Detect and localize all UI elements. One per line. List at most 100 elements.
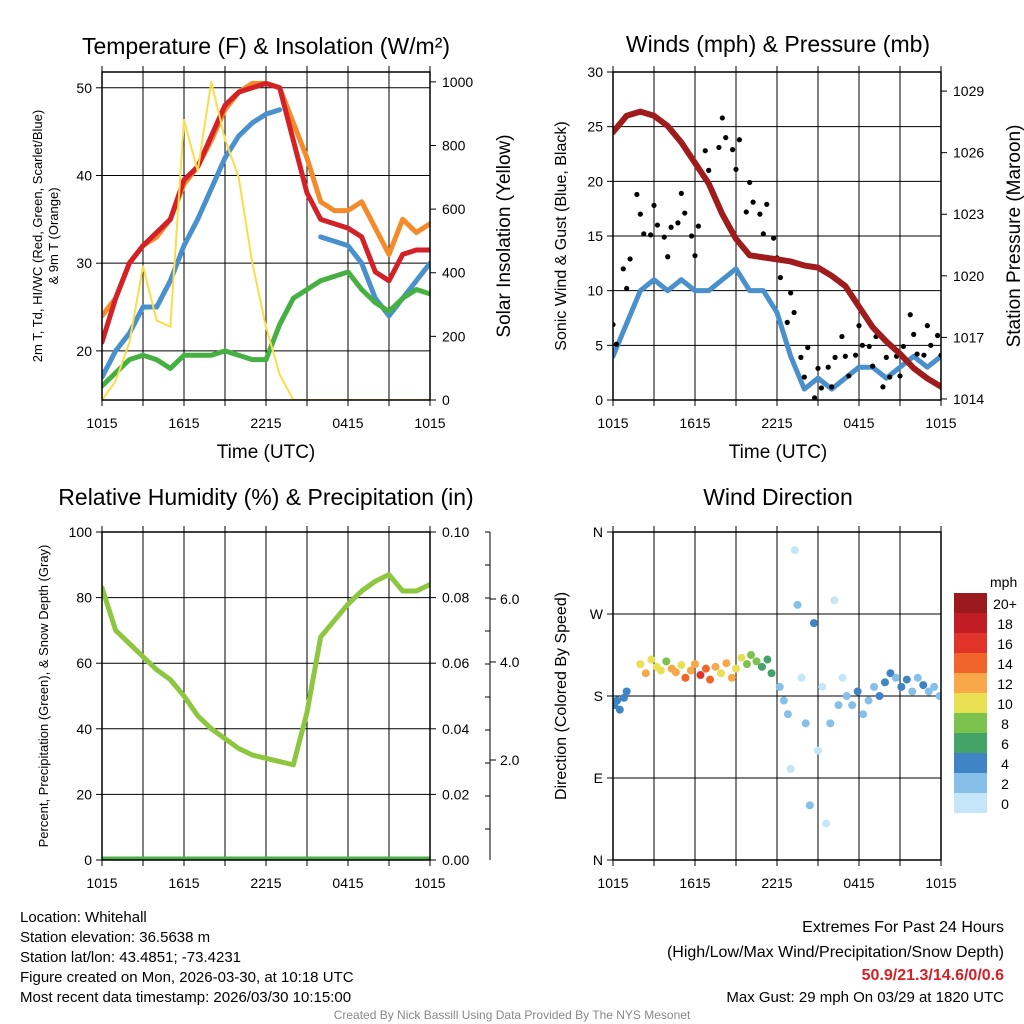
wind-ylabel-right: Station Pressure (Maroon) xyxy=(1004,125,1024,348)
gust-point xyxy=(637,211,643,217)
y-tick-label: 40 xyxy=(76,721,92,737)
direction-point xyxy=(641,669,650,678)
x-tick-label: 2215 xyxy=(250,415,281,431)
direction-point xyxy=(706,675,715,684)
gust-point xyxy=(624,285,630,292)
direction-point xyxy=(897,682,906,691)
wind-plot-frame xyxy=(612,71,942,401)
y-tick-label: 30 xyxy=(76,255,92,271)
direction-point xyxy=(793,600,802,609)
legend-label: 10 xyxy=(997,696,1013,712)
direction-point xyxy=(826,719,835,728)
x-tick-label: 1015 xyxy=(597,415,628,431)
footer-location: Location: Whitehall xyxy=(20,909,147,926)
gust-point xyxy=(788,290,794,296)
direction-point xyxy=(930,682,939,691)
direction-point xyxy=(696,671,705,680)
legend-label: 12 xyxy=(997,676,1013,692)
gust-point xyxy=(620,266,626,272)
gust-point xyxy=(719,115,725,121)
legend-swatch xyxy=(954,673,987,693)
gust-point xyxy=(607,351,612,356)
direction-point xyxy=(919,681,928,690)
y-right-tick-label: 200 xyxy=(442,328,466,344)
gust-point xyxy=(613,341,620,347)
dir-series xyxy=(613,546,941,828)
direction-point xyxy=(891,673,900,682)
direction-point xyxy=(908,687,917,696)
gust-point xyxy=(870,363,876,369)
temp-ylabel-right: Solar Insolation (Yellow) xyxy=(494,134,515,337)
gust-point xyxy=(757,211,763,217)
legend-label: 8 xyxy=(1001,716,1009,732)
td-line xyxy=(102,269,430,389)
gust-point xyxy=(641,231,647,237)
station-pressure-line xyxy=(613,108,941,390)
y-tick-label: 30 xyxy=(587,64,603,80)
gust-point xyxy=(651,202,657,208)
snow-depth-tick-label: 2.0 xyxy=(500,752,520,768)
y-right-tick-label: 400 xyxy=(442,265,466,281)
direction-point xyxy=(880,678,889,687)
y-right-tick-label: 1026 xyxy=(953,145,984,161)
direction-point xyxy=(711,662,720,671)
rh-plot-frame xyxy=(101,531,431,861)
gust-point xyxy=(692,253,698,259)
legend-swatch xyxy=(954,613,987,633)
rh-series xyxy=(102,572,430,860)
y-tick-label: 5 xyxy=(595,337,603,353)
gust-point xyxy=(880,384,886,390)
gust-point xyxy=(839,333,845,340)
direction-point xyxy=(613,696,622,705)
direction-point xyxy=(722,659,731,668)
direction-point xyxy=(859,710,868,719)
snow-depth-tick-label: 4.0 xyxy=(500,654,520,670)
y-tick-label: 20 xyxy=(76,343,92,359)
gust-point xyxy=(907,312,913,318)
x-tick-label: 1015 xyxy=(86,875,117,891)
y-right-tick-label: 0.00 xyxy=(442,852,469,868)
gust-point xyxy=(846,373,852,379)
rh-title: Relative Humidity (%) & Precipitation (i… xyxy=(58,484,473,510)
gust-point xyxy=(883,354,889,360)
legend-swatch xyxy=(954,653,987,673)
legend-label: 2 xyxy=(1001,776,1009,792)
legend-label: 14 xyxy=(997,656,1013,672)
gust-point xyxy=(815,365,821,371)
gust-point xyxy=(647,232,654,238)
extremes-title: Extremes For Past 24 Hours xyxy=(802,919,1004,936)
gust-point xyxy=(665,254,671,260)
direction-point xyxy=(790,546,799,555)
direction-point xyxy=(662,657,671,666)
gust-point xyxy=(634,191,640,198)
footer-latlon: Station lat/lon: 43.4851; -73.4231 xyxy=(20,949,241,966)
extremes-values: 50.9/21.3/14.6/0/0.6 xyxy=(862,967,1004,984)
legend-label: 18 xyxy=(997,616,1013,632)
direction-point xyxy=(671,668,680,677)
gust-point xyxy=(747,179,753,186)
direction-point xyxy=(727,673,736,682)
gust-point xyxy=(842,353,848,359)
direction-point xyxy=(686,666,695,675)
legend-label: 0 xyxy=(1001,796,1009,812)
y-right-tick-label: 1023 xyxy=(953,206,984,222)
gust-point xyxy=(770,235,777,241)
direction-point xyxy=(747,651,756,659)
y-tick-label: 40 xyxy=(76,167,92,183)
legend-swatch xyxy=(954,693,987,713)
gust-point xyxy=(798,354,804,360)
rh-ylabel: Percent, Precipitation (Green), & Snow D… xyxy=(36,545,51,848)
gust-point xyxy=(811,395,818,400)
wind-panel: 1015 1615 2215 0415 101505101520253010141017… xyxy=(587,64,984,431)
gust-point xyxy=(791,309,797,316)
wind-series xyxy=(607,108,941,400)
x-tick-label: 1615 xyxy=(679,875,710,891)
gust-point xyxy=(764,201,770,207)
direction-point xyxy=(615,705,624,714)
x-tick-label: 2215 xyxy=(761,875,792,891)
gust-point xyxy=(750,199,756,205)
direction-point xyxy=(814,746,822,755)
y-right-tick-label: 0.06 xyxy=(442,655,469,671)
y-tick-label: 25 xyxy=(587,119,603,135)
